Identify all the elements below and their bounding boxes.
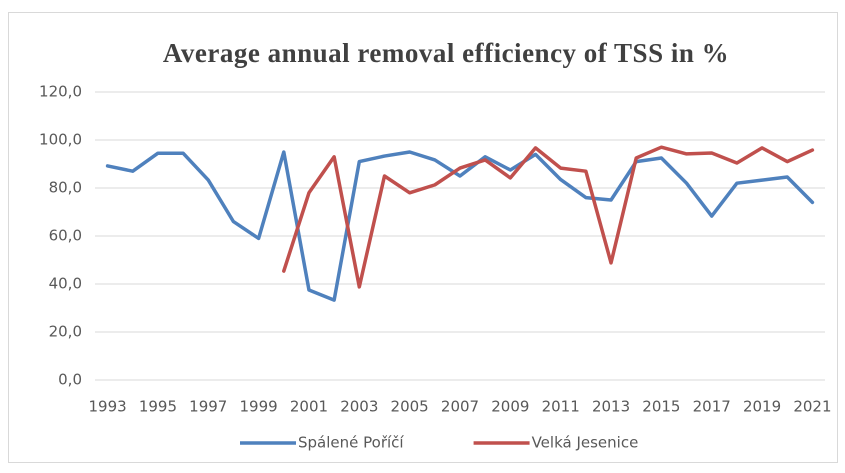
- x-tick-label: 2005: [391, 398, 429, 416]
- y-tick-label: 80,0: [49, 179, 82, 197]
- x-tick-label: 1995: [139, 398, 177, 416]
- y-tick-label: 60,0: [49, 227, 82, 245]
- x-tick-label: 2003: [340, 398, 378, 416]
- y-tick-label: 100,0: [39, 131, 82, 149]
- y-tick-label: 40,0: [49, 275, 82, 293]
- y-tick-label: 20,0: [49, 323, 82, 341]
- x-tick-label: 2015: [642, 398, 680, 416]
- x-tick-label: 2007: [441, 398, 479, 416]
- chart-border: [8, 12, 838, 463]
- data-line: [282, 145, 815, 289]
- x-tick-label: 2009: [491, 398, 529, 416]
- x-tick-label: 2017: [693, 398, 731, 416]
- y-tick-label: 0,0: [58, 371, 82, 389]
- data-line: [105, 150, 815, 302]
- x-tick-label: 1997: [189, 398, 227, 416]
- x-tick-label: 2019: [743, 398, 781, 416]
- x-tick-label: 2011: [542, 398, 580, 416]
- legend-label: Velká Jesenice: [532, 434, 639, 452]
- x-tick-label: 2013: [592, 398, 630, 416]
- x-tick-label: 1999: [240, 398, 278, 416]
- x-tick-label: 2021: [793, 398, 831, 416]
- y-tick-label: 120,0: [39, 83, 82, 101]
- x-tick-label: 2001: [290, 398, 328, 416]
- x-tick-label: 1993: [88, 398, 126, 416]
- chart-title: Average annual removal efficiency of TSS…: [163, 38, 729, 68]
- legend-label: Spálené Poříčí: [298, 434, 404, 452]
